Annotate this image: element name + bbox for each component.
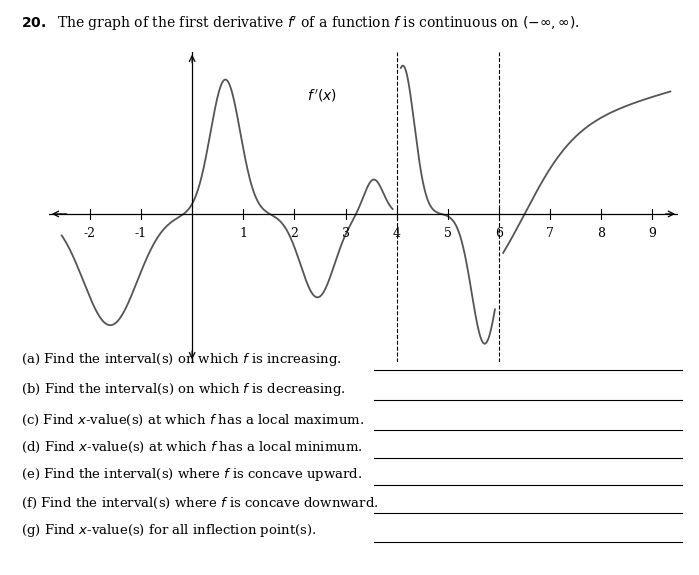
Text: 2: 2 [291, 227, 298, 240]
Text: 9: 9 [649, 227, 656, 240]
Text: (b) Find the interval(s) on which $f$ is decreasing.: (b) Find the interval(s) on which $f$ is… [21, 381, 346, 398]
Text: (d) Find $x$-value(s) at which $f$ has a local minimum.: (d) Find $x$-value(s) at which $f$ has a… [21, 440, 363, 455]
Text: $f\,'(x)$: $f\,'(x)$ [308, 87, 338, 104]
Text: (f) Find the interval(s) where $f$ is concave downward.: (f) Find the interval(s) where $f$ is co… [21, 496, 379, 511]
Text: (e) Find the interval(s) where $f$ is concave upward.: (e) Find the interval(s) where $f$ is co… [21, 466, 362, 483]
Text: (a) Find the interval(s) on which $f$ is increasing.: (a) Find the interval(s) on which $f$ is… [21, 351, 342, 368]
Text: 7: 7 [546, 227, 554, 240]
Text: 4: 4 [393, 227, 401, 240]
Text: (c) Find $x$-value(s) at which $f$ has a local maximum.: (c) Find $x$-value(s) at which $f$ has a… [21, 413, 364, 428]
Text: -2: -2 [84, 227, 96, 240]
Text: 6: 6 [495, 227, 503, 240]
Text: -1: -1 [135, 227, 147, 240]
Text: 3: 3 [342, 227, 350, 240]
Text: (g) Find $x$-value(s) for all inflection point(s).: (g) Find $x$-value(s) for all inflection… [21, 522, 317, 539]
Text: $\mathbf{20.}$  The graph of the first derivative $f'$ of a function $f$ is cont: $\mathbf{20.}$ The graph of the first de… [21, 14, 580, 33]
Text: 1: 1 [239, 227, 247, 240]
Text: 8: 8 [598, 227, 605, 240]
Text: 5: 5 [444, 227, 452, 240]
